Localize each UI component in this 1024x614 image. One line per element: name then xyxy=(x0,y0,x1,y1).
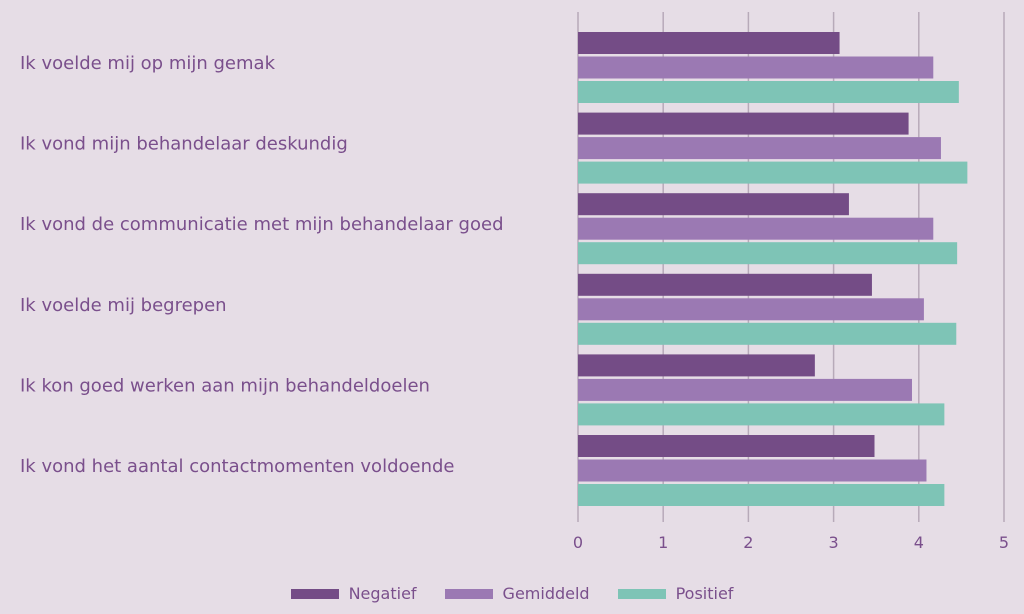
x-tick-label: 1 xyxy=(658,533,668,552)
bar-gemiddeld xyxy=(578,378,912,401)
legend-item-positief: Positief xyxy=(617,584,734,603)
x-tick-label: 0 xyxy=(573,533,583,552)
bar-negatief xyxy=(578,354,815,377)
bar-positief xyxy=(578,81,959,103)
bar-gemiddeld xyxy=(578,459,927,482)
legend-label: Gemiddeld xyxy=(502,584,590,603)
legend-swatch xyxy=(290,588,339,599)
category-label: Ik vond het aantal contactmomenten voldo… xyxy=(20,456,455,477)
bar-positief xyxy=(578,484,945,506)
x-tick-label: 4 xyxy=(914,533,924,552)
bar-negatief xyxy=(578,193,849,216)
bar-negatief xyxy=(578,32,840,54)
category-label: Ik voelde mij op mijn gemak xyxy=(20,53,276,74)
bar-gemiddeld xyxy=(578,137,941,160)
bar-positief xyxy=(578,403,945,426)
x-tick-label: 2 xyxy=(743,533,753,552)
bar-negatief xyxy=(578,435,875,457)
category-label: Ik voelde mij begrepen xyxy=(20,295,227,316)
bar-gemiddeld xyxy=(578,298,924,321)
bar-positief xyxy=(578,322,957,345)
bar-positief xyxy=(578,161,968,184)
bar-positief xyxy=(578,242,958,265)
x-tick-label: 5 xyxy=(999,533,1009,552)
legend-swatch xyxy=(444,588,493,599)
bar-negatief xyxy=(578,112,909,135)
legend-item-negatief: Negatief xyxy=(290,584,417,603)
legend: Negatief Gemiddeld Positief xyxy=(0,584,1024,603)
category-label: Ik kon goed werken aan mijn behandeldoel… xyxy=(20,375,430,396)
bar-gemiddeld xyxy=(578,56,934,79)
legend-label: Negatief xyxy=(348,584,417,603)
x-tick-label: 3 xyxy=(829,533,839,552)
bar-negatief xyxy=(578,273,872,296)
category-label: Ik vond mijn behandelaar deskundig xyxy=(20,134,348,155)
legend-label: Positief xyxy=(675,584,734,603)
bar-gemiddeld xyxy=(578,217,934,240)
category-label: Ik vond de communicatie met mijn behande… xyxy=(20,214,504,235)
legend-item-gemiddeld: Gemiddeld xyxy=(444,584,590,603)
legend-swatch xyxy=(617,588,666,599)
